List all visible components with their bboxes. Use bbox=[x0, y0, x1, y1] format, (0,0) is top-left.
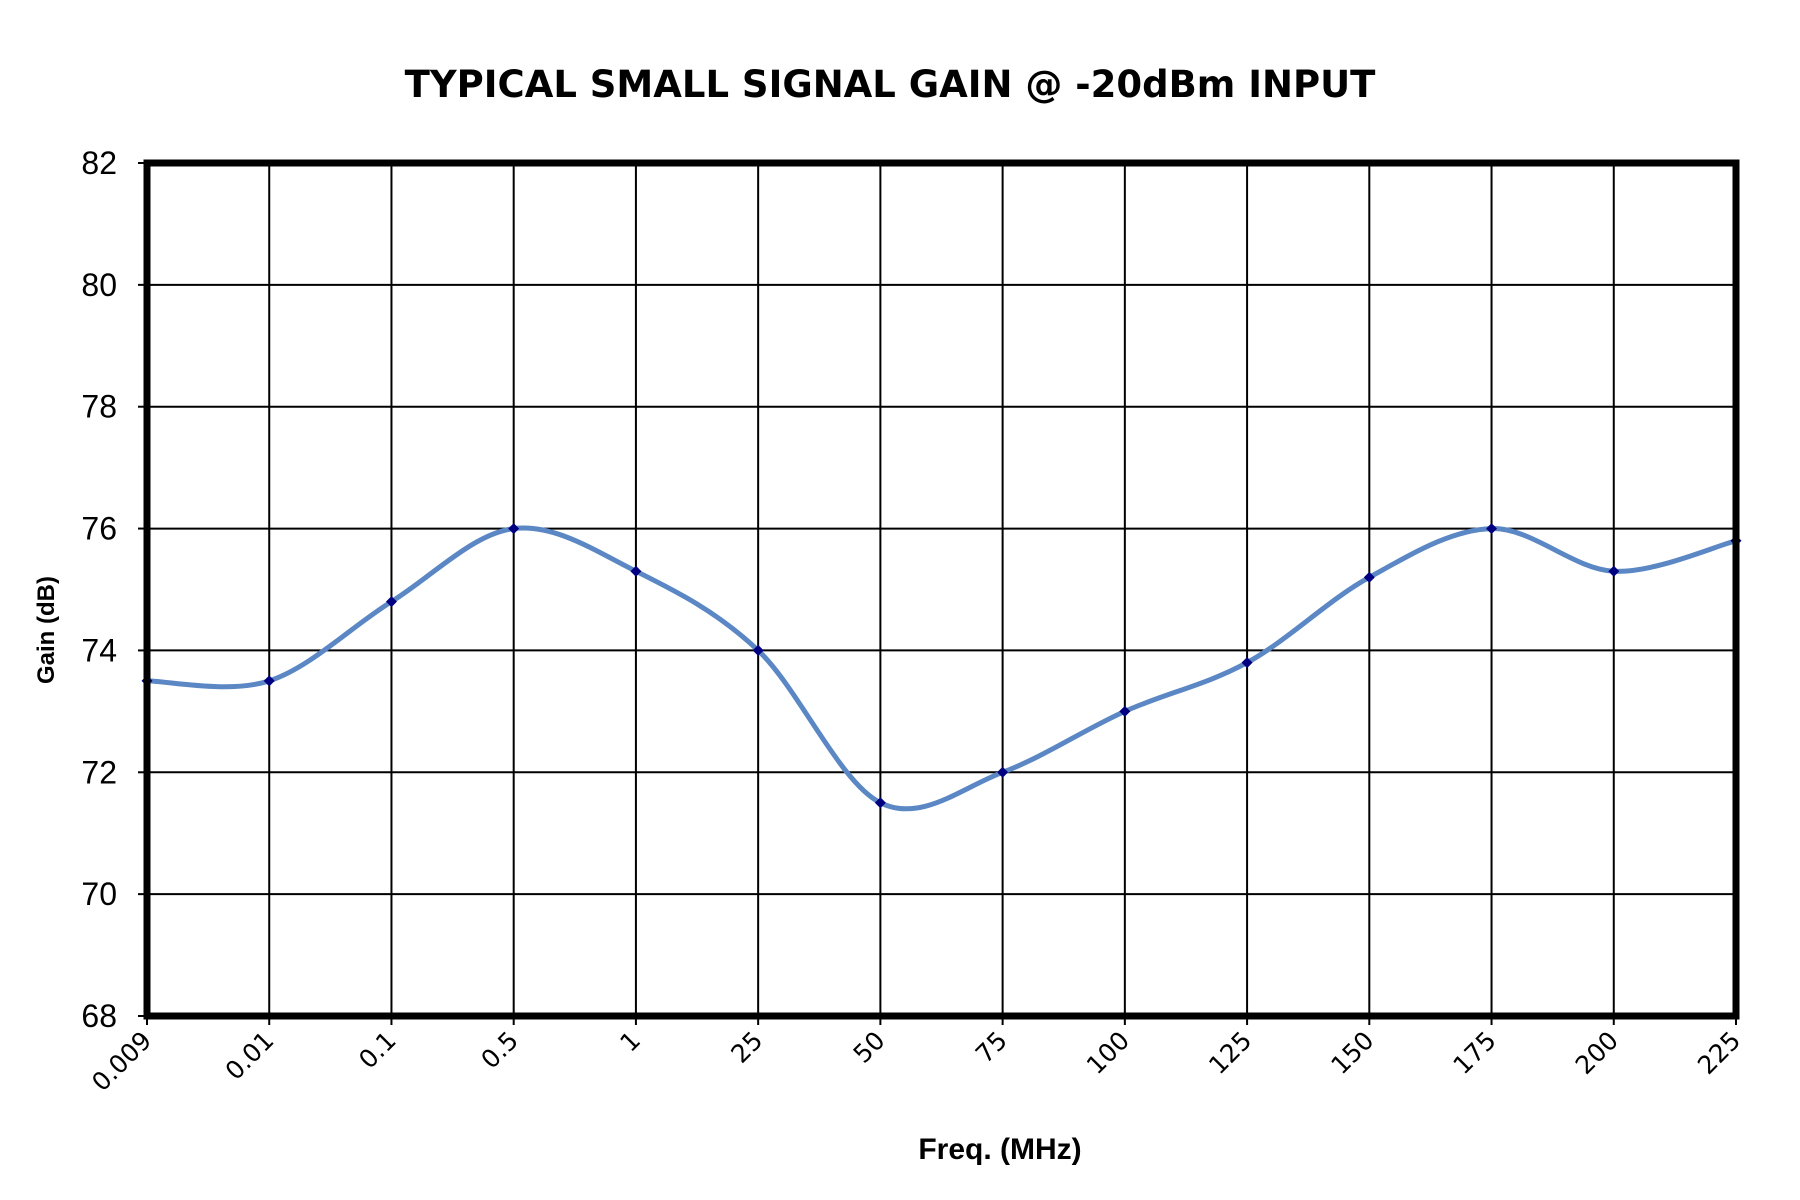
y-tick-label: 78 bbox=[81, 389, 117, 425]
y-tick-labels: 68 70 72 74 76 78 80 82 bbox=[81, 145, 117, 1034]
y-axis-label: Gain (dB) bbox=[33, 576, 60, 684]
data-point-marker bbox=[508, 523, 520, 535]
chart-title: TYPICAL SMALL SIGNAL GAIN @ -20dBm INPUT bbox=[405, 63, 1377, 106]
data-point-marker bbox=[752, 644, 764, 656]
y-tick-label: 80 bbox=[81, 267, 117, 303]
data-point-marker bbox=[1241, 657, 1253, 669]
y-tick-label: 74 bbox=[81, 632, 117, 668]
plot-area-frame bbox=[143, 159, 1740, 1020]
data-point-marker bbox=[874, 797, 886, 809]
x-axis-label: Freq. (MHz) bbox=[918, 1133, 1081, 1166]
data-point-marker bbox=[263, 675, 275, 687]
y-tick-label: 82 bbox=[81, 145, 117, 181]
data-point-marker bbox=[1486, 523, 1498, 535]
data-point-marker bbox=[1119, 705, 1131, 717]
y-tick-label: 68 bbox=[81, 998, 117, 1034]
data-point-marker bbox=[630, 565, 642, 577]
y-tick-label: 72 bbox=[81, 754, 117, 790]
data-point-marker bbox=[385, 596, 397, 608]
data-point-marker bbox=[997, 766, 1009, 778]
y-tick-label: 76 bbox=[81, 511, 117, 547]
data-point-marker bbox=[1363, 571, 1375, 583]
series-line bbox=[144, 525, 1739, 812]
y-tick-label: 70 bbox=[81, 876, 117, 912]
data-point-marker bbox=[1608, 565, 1620, 577]
